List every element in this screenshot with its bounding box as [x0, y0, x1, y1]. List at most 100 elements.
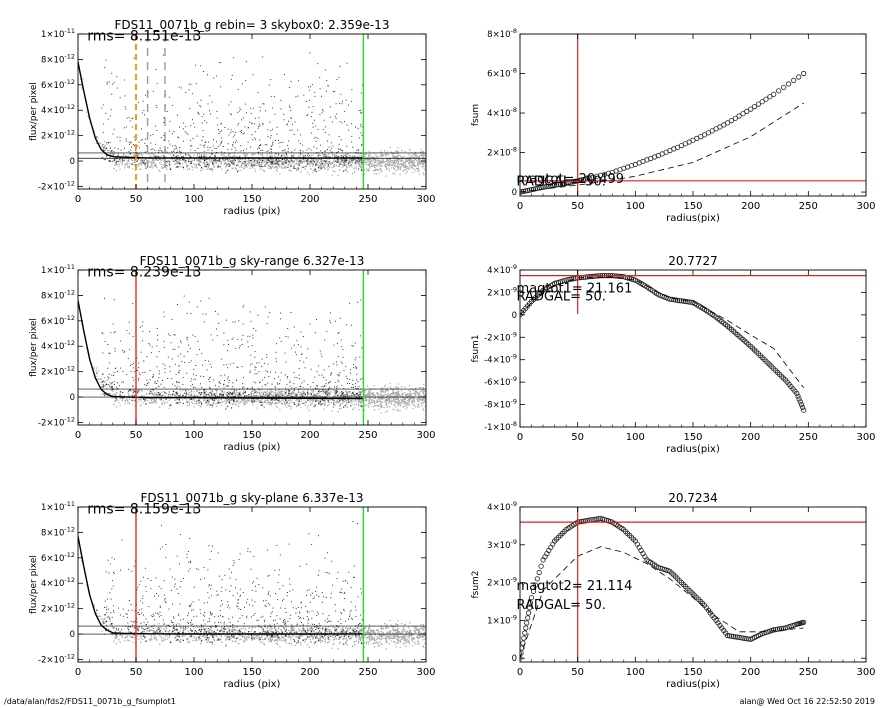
x-tick-label-p5-1: 50 — [130, 667, 143, 678]
footer-file-path: /data/alan/fds2/FDS11_0071b_g_fsumplot1 — [4, 697, 176, 706]
y-tick-label-p1-6: -2×10-12 — [38, 179, 75, 192]
x-tick-label-p4-2: 100 — [626, 432, 645, 443]
x-tick-label-p2-4: 200 — [741, 201, 760, 212]
y-tick-label-p3-2: 6×10-12 — [41, 314, 75, 327]
magnitude-annotation-p2-0: magtot= 20.499 — [517, 172, 625, 187]
y-tick-label-p4-7: -1×10-8 — [484, 420, 517, 433]
plot-area-p3 — [78, 270, 426, 425]
chart-p1: 0 50 100 150 200 250 300 1×10-11 8×10-12 6×10-12 4… — [29, 18, 436, 217]
plot-area-p5 — [78, 507, 426, 662]
chart-title-p1: FDS11_0071b_g rebin= 3 skybox0: 2.359e-1… — [115, 18, 390, 32]
x-axis-label-p4: radius(pix) — [666, 444, 720, 455]
y-axis-label-p3: flux/per pixel — [29, 318, 39, 377]
y-tick-label-p2-1: 6×10-8 — [487, 67, 517, 80]
x-tick-label-p3-0: 0 — [75, 430, 81, 441]
chart-title-p5: FDS11_0071b_g sky-plane 6.337e-13 — [140, 491, 363, 505]
chart-p4: 0 50 100 150 200 250 300 4×10-9 2×10-9 0 -2×10-9 -4… — [471, 254, 876, 455]
y-tick-label-p6-2: 2×10-9 — [487, 576, 517, 589]
y-tick-label-p3-3: 4×10-12 — [41, 339, 75, 352]
x-tick-label-p4-0: 0 — [517, 432, 523, 443]
x-tick-label-p2-2: 100 — [626, 201, 645, 212]
x-tick-label-p1-5: 250 — [358, 194, 377, 205]
y-tick-label-p6-1: 3×10-9 — [487, 538, 517, 551]
chart-p2: 0 50 100 150 200 250 300 8×10-8 6×10-8 4×10-8 2×10… — [471, 27, 876, 224]
x-tick-label-p6-5: 250 — [799, 667, 818, 678]
x-tick-label-p6-0: 0 — [517, 667, 523, 678]
chart-p5: 0 50 100 150 200 250 300 1×10-11 8×10-12 6×10-12 4… — [29, 491, 436, 690]
x-tick-label-p6-3: 150 — [683, 667, 702, 678]
fsum-points-p6 — [520, 515, 807, 661]
magnitude-annotation-p4-1: RADGAL= 50. — [517, 289, 606, 304]
y-tick-label-p2-4: 0 — [512, 188, 517, 198]
y-tick-label-p1-1: 8×10-12 — [41, 52, 75, 65]
y-axis-label-p1: flux/per pixel — [29, 82, 39, 141]
fsum-dashed-line-p6-1 — [520, 546, 804, 659]
y-tick-label-p1-2: 6×10-12 — [41, 78, 75, 91]
y-tick-label-p3-4: 2×10-12 — [41, 365, 75, 378]
y-tick-label-p5-4: 2×10-12 — [41, 602, 75, 615]
y-tick-label-p5-2: 6×10-12 — [41, 551, 75, 564]
x-tick-label-p5-4: 200 — [300, 667, 319, 678]
x-tick-label-p6-6: 300 — [856, 667, 875, 678]
x-tick-label-p4-5: 250 — [799, 432, 818, 443]
y-axis-label-p6: fsum2 — [471, 570, 481, 598]
x-tick-label-p3-3: 150 — [242, 430, 261, 441]
sky-scatter-p1 — [80, 78, 426, 177]
chart-title-p3: FDS11_0071b_g sky-range 6.327e-13 — [140, 254, 365, 268]
x-tick-label-p3-6: 300 — [416, 430, 435, 441]
y-tick-label-p2-0: 8×10-8 — [487, 27, 517, 40]
y-tick-label-p1-3: 4×10-12 — [41, 103, 75, 116]
y-tick-label-p4-1: 2×10-9 — [487, 285, 517, 298]
rms-annotation-p5-0: rms= 8.159e-13 — [87, 501, 201, 517]
x-tick-label-p5-6: 300 — [416, 667, 435, 678]
y-tick-label-p2-3: 2×10-8 — [487, 146, 517, 159]
y-axis-label-p2: fsum — [471, 104, 481, 126]
x-tick-label-p3-2: 100 — [184, 430, 203, 441]
y-tick-label-p2-2: 4×10-8 — [487, 106, 517, 119]
x-axis-label-p6: radius(pix) — [666, 679, 720, 690]
x-tick-label-p2-6: 300 — [856, 201, 875, 212]
x-tick-label-p1-2: 100 — [184, 194, 203, 205]
rms-annotation-p3-0: rms= 8.239e-13 — [87, 264, 201, 280]
chart-p3: 0 50 100 150 200 250 300 1×10-11 8×10-12 6×10-12 4… — [29, 254, 436, 453]
x-tick-label-p1-3: 150 — [242, 194, 261, 205]
y-tick-label-p1-5: 0 — [70, 157, 75, 167]
x-tick-label-p2-0: 0 — [517, 201, 523, 212]
sky-scatter-p5 — [80, 551, 426, 650]
y-tick-label-p3-6: -2×10-12 — [38, 415, 75, 428]
x-tick-label-p6-1: 50 — [571, 667, 584, 678]
footer-timestamp: alan@ Wed Oct 16 22:52:50 2019 — [739, 697, 875, 706]
x-tick-label-p4-1: 50 — [571, 432, 584, 443]
profile-line-p5 — [78, 536, 364, 635]
y-tick-label-p4-0: 4×10-9 — [487, 263, 517, 276]
plot-area-p4 — [520, 272, 807, 413]
y-tick-label-p4-2: 0 — [512, 311, 517, 321]
y-tick-label-p5-6: -2×10-12 — [38, 652, 75, 665]
chart-p6: 0 50 100 150 200 250 300 4×10-9 3×10-9 2×10-9 1×10… — [471, 491, 876, 690]
y-tick-label-p4-3: -2×10-9 — [484, 330, 517, 343]
y-tick-label-p5-5: 0 — [70, 630, 75, 640]
x-tick-label-p1-1: 50 — [130, 194, 143, 205]
x-tick-label-p2-3: 150 — [683, 201, 702, 212]
y-tick-label-p6-4: 0 — [512, 654, 517, 664]
x-axis-label-p3: radius (pix) — [224, 442, 281, 453]
y-tick-label-p6-0: 4×10-9 — [487, 500, 517, 513]
chart-title-p6: 20.7234 — [668, 491, 718, 505]
x-tick-label-p5-2: 100 — [184, 667, 203, 678]
x-tick-label-p3-4: 200 — [300, 430, 319, 441]
x-tick-label-p6-2: 100 — [626, 667, 645, 678]
magnitude-annotation-p6-0: magtot2= 21.114 — [517, 579, 633, 594]
y-tick-label-p4-6: -8×10-9 — [484, 398, 517, 411]
y-tick-label-p3-0: 1×10-11 — [41, 263, 75, 276]
x-tick-label-p5-0: 0 — [75, 667, 81, 678]
y-tick-label-p5-3: 4×10-12 — [41, 576, 75, 589]
plot-area-p1 — [78, 34, 426, 189]
x-axis-label-p5: radius (pix) — [224, 679, 281, 690]
y-tick-label-p3-1: 8×10-12 — [41, 288, 75, 301]
rms-annotation-p1-0: rms= 8.151e-13 — [87, 28, 201, 44]
fsum-dashed-line-p2-1 — [520, 102, 804, 193]
x-tick-label-p1-0: 0 — [75, 194, 81, 205]
y-tick-label-p4-5: -6×10-9 — [484, 375, 517, 388]
y-tick-label-p6-3: 1×10-9 — [487, 613, 517, 626]
